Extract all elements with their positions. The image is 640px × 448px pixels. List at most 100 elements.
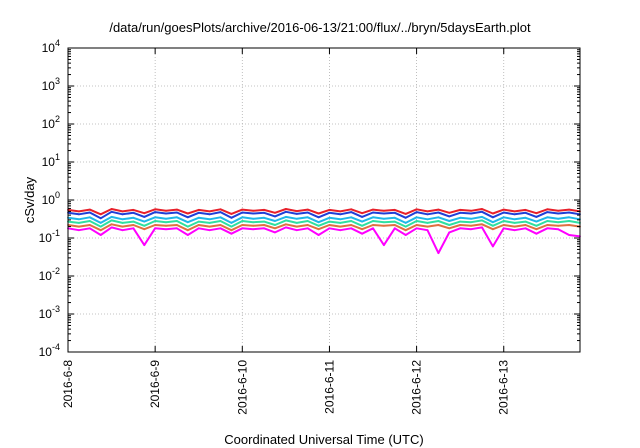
series-point (459, 220, 462, 223)
series-point (143, 212, 146, 215)
series-point (372, 227, 374, 230)
series-point (132, 220, 135, 223)
series-point (306, 227, 309, 230)
series-point (154, 220, 157, 222)
series-point (176, 227, 178, 230)
series-point (176, 211, 178, 214)
series-point (372, 208, 374, 211)
series-point (143, 224, 146, 227)
series-point (492, 212, 494, 215)
series-point (535, 232, 538, 235)
series-point (328, 211, 331, 214)
series-point (437, 208, 440, 211)
series-point (524, 227, 527, 230)
series-point (524, 224, 527, 226)
series-point (492, 221, 494, 224)
series-point (568, 211, 570, 214)
series-point (535, 228, 538, 231)
series-point (241, 220, 244, 222)
series-point (372, 216, 374, 219)
series-point (78, 229, 80, 232)
series-point (295, 217, 298, 220)
series-point (557, 212, 560, 215)
series-point (448, 224, 451, 226)
series-point (88, 220, 91, 222)
series-point (132, 227, 135, 230)
series-point (219, 220, 222, 222)
tick-layer (67, 47, 580, 353)
series-point (88, 211, 91, 214)
series-point (524, 220, 527, 223)
y-tick-label: 100 (42, 190, 60, 207)
series-point (350, 208, 353, 211)
series-point (78, 225, 80, 228)
chart-title: /data/run/goesPlots/archive/2016-06-13/2… (109, 20, 531, 35)
series-point (230, 232, 233, 235)
x-tick-label: 2016-6-12 (410, 360, 424, 415)
series-point (143, 244, 146, 247)
series-point (481, 219, 483, 222)
series-point (328, 209, 331, 211)
series-point (165, 224, 167, 227)
series-point (219, 224, 222, 226)
y-tick-label: 10-3 (39, 304, 60, 321)
series-point (393, 227, 396, 230)
x-tick-label: 2016-6-11 (322, 360, 336, 414)
series-point (524, 216, 527, 219)
series-point (437, 252, 440, 255)
series-point (306, 208, 309, 211)
series-point (426, 225, 429, 228)
y-tick-label: 104 (42, 38, 60, 55)
series-point (317, 234, 320, 236)
series-point (350, 224, 353, 226)
series-point (208, 210, 211, 213)
series-point (546, 208, 549, 211)
series-point (426, 229, 429, 232)
series-point (252, 228, 255, 231)
series-point (252, 217, 255, 220)
series-point (263, 224, 265, 226)
series-point (110, 208, 113, 210)
series-point (557, 224, 560, 227)
series-point (350, 211, 353, 214)
series-point (426, 213, 429, 216)
series-point (328, 220, 331, 223)
series-point (121, 218, 124, 221)
series-point (415, 220, 418, 222)
series-point (306, 211, 309, 214)
series-point (535, 224, 538, 227)
series-point (492, 216, 494, 219)
series-point (99, 225, 102, 228)
series-point (263, 209, 265, 211)
series-point (437, 224, 440, 226)
series-point (502, 224, 505, 226)
series-point (339, 225, 342, 228)
series-point (317, 216, 320, 219)
series-point (285, 219, 287, 222)
series-point (121, 213, 124, 216)
series-point (546, 227, 549, 230)
series-point (110, 223, 113, 226)
series-point (165, 212, 167, 215)
series-point (252, 212, 255, 215)
series-point (404, 234, 407, 236)
series-point (219, 216, 222, 219)
series-line (67, 226, 581, 255)
series-point (568, 220, 570, 222)
series-point (230, 229, 233, 232)
series-point (535, 220, 538, 223)
series-point (372, 220, 374, 222)
series-point (186, 212, 189, 215)
series-point (513, 222, 516, 224)
series-point (317, 228, 320, 231)
series-point (317, 212, 320, 215)
series-point (383, 217, 385, 220)
series-point (492, 228, 494, 231)
series-point (502, 220, 505, 222)
y-tick-label: 10-4 (39, 342, 60, 359)
series-point (306, 216, 309, 219)
series-point (557, 228, 560, 231)
series-point (459, 227, 462, 230)
series-point (426, 218, 429, 221)
series-point (99, 229, 102, 232)
